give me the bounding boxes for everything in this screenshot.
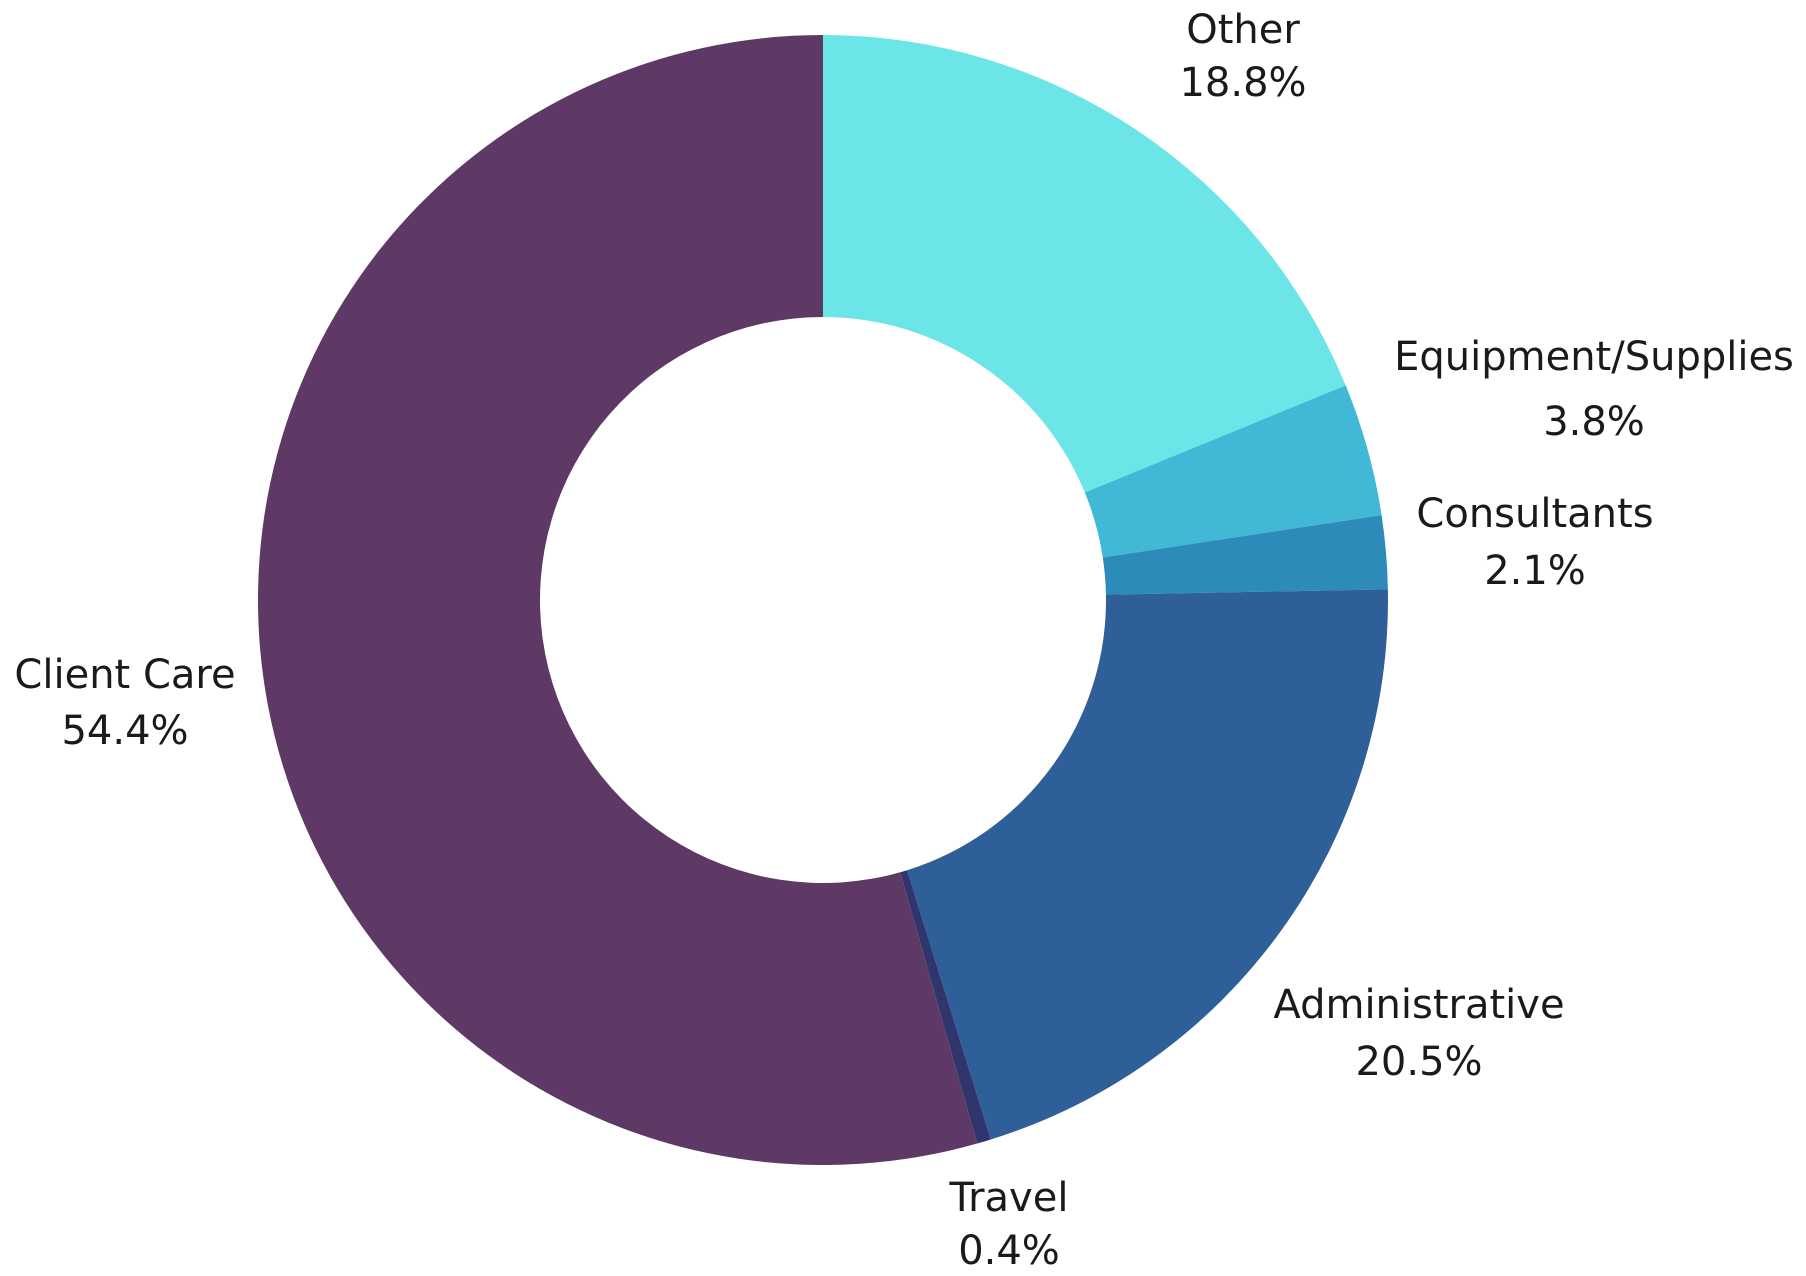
label-consultants-name: Consultants [1416, 491, 1653, 537]
slice-equipment-supplies [1084, 385, 1382, 558]
label-consultants-value: 2.1% [1484, 548, 1586, 594]
label-client-care-value: 54.4% [61, 708, 188, 754]
slice-consultants [1102, 515, 1388, 595]
slice-labels: Other 18.8% Equipment/Supplies 3.8% Cons… [14, 7, 1793, 1274]
label-travel-name: Travel [949, 1175, 1069, 1221]
label-travel-value: 0.4% [958, 1228, 1060, 1274]
label-administrative-value: 20.5% [1355, 1039, 1482, 1085]
label-administrative-name: Administrative [1273, 982, 1564, 1028]
slice-client-care [258, 35, 978, 1165]
label-other-name: Other [1186, 7, 1300, 53]
slice-other [823, 35, 1346, 493]
slice-travel [900, 870, 991, 1144]
label-other-value: 18.8% [1179, 60, 1306, 106]
donut-slices [258, 35, 1389, 1165]
label-equipment-supplies-name: Equipment/Supplies [1394, 334, 1794, 380]
label-equipment-supplies-value: 3.8% [1543, 399, 1645, 445]
slice-administrative [907, 589, 1389, 1140]
label-client-care-name: Client Care [14, 652, 235, 698]
